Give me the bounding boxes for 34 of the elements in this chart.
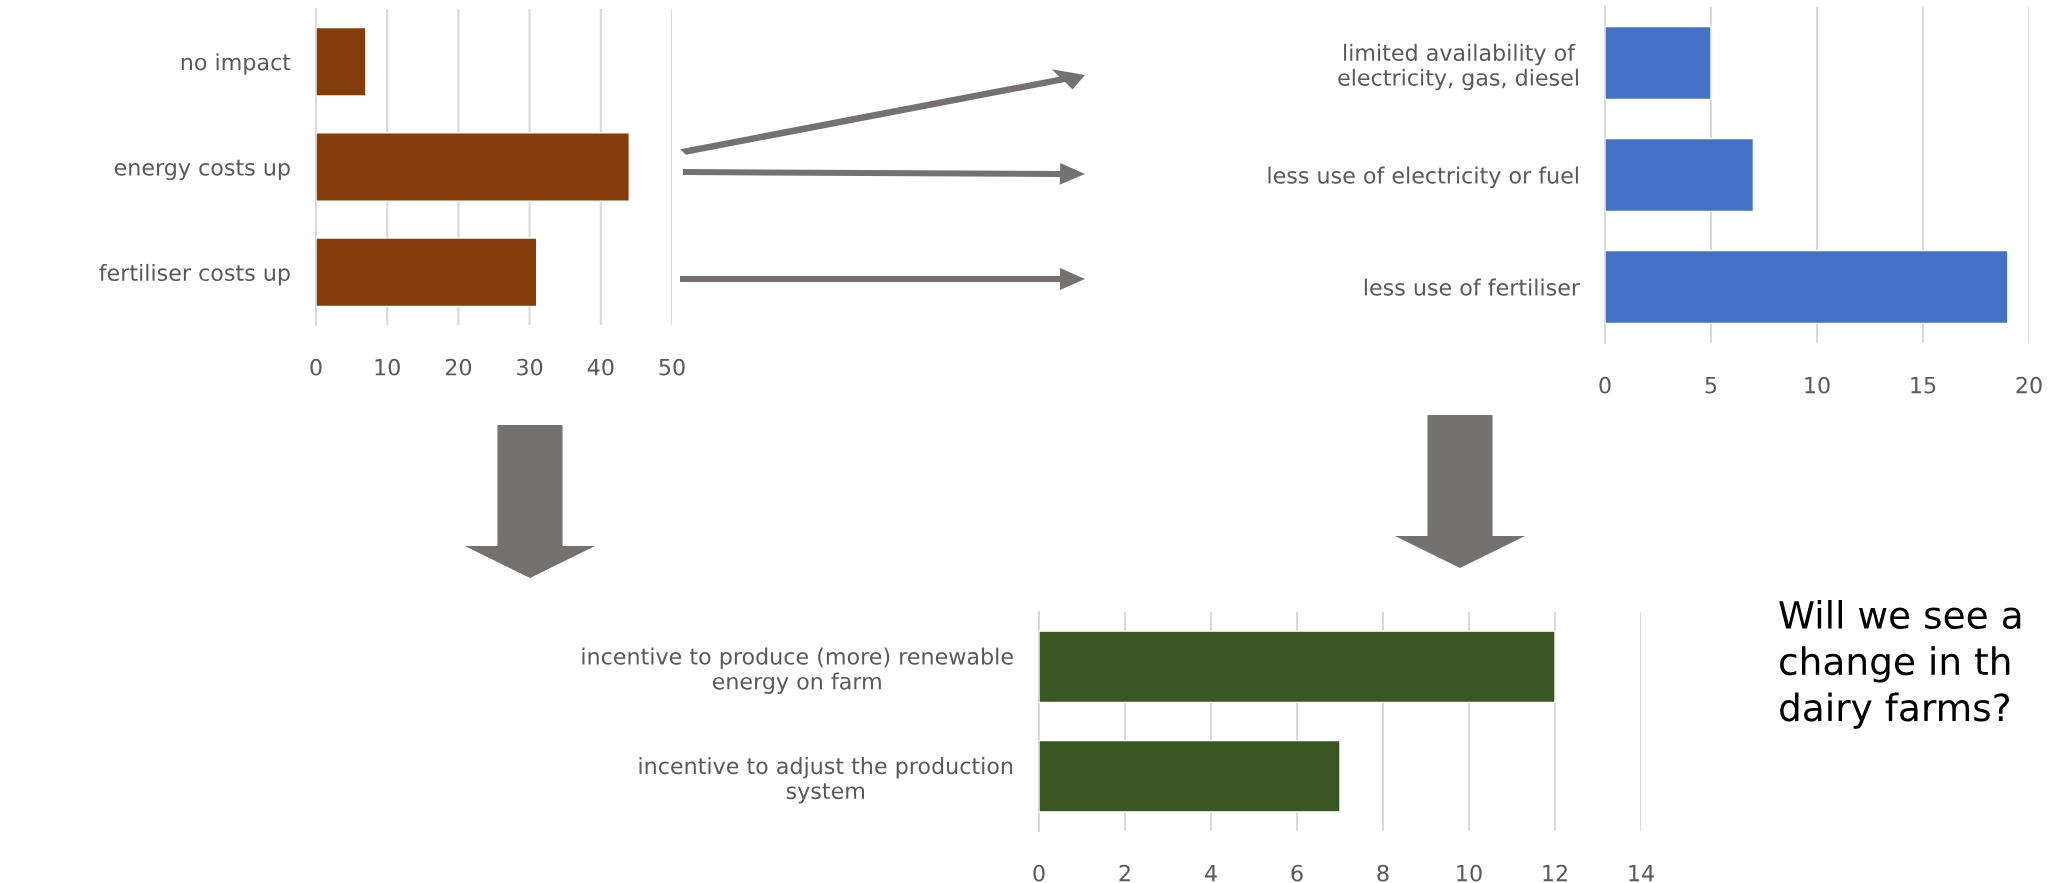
y-tick-label: incentive to adjust the production system (639, 757, 1013, 804)
y-tick-label: limited availability of electricity, gas, diesel (1338, 43, 1578, 91)
bar (316, 132, 630, 202)
x-tick-label: 15 (1911, 377, 1936, 394)
x-tick-label: 30 (517, 358, 543, 376)
y-tick-label: less use of electricity or fuel (1268, 166, 1578, 189)
bar (1605, 249, 2009, 325)
y-tick-label: energy costs up (114, 159, 290, 181)
x-tick-label: 20 (445, 358, 472, 376)
x-tick-label: 40 (587, 358, 614, 376)
x-tick-label: 8 (1377, 864, 1389, 882)
x-tick-label: 10 (1457, 864, 1482, 882)
x-tick-label: 6 (1291, 864, 1303, 882)
x-tick-label: 0 (1033, 864, 1045, 882)
y-tick-label: no impact (181, 53, 291, 75)
x-tick-label: 10 (375, 358, 400, 376)
y-tick-label: less use of fertiliser (1364, 278, 1581, 296)
bar (1605, 137, 1755, 213)
x-tick-label: 14 (1629, 865, 1654, 882)
x-tick-label: 2 (1119, 864, 1130, 882)
x-tick-label: 0 (310, 358, 322, 376)
bar (316, 26, 367, 97)
y-tick-label: fertiliser costs up (99, 263, 290, 286)
x-tick-label: 50 (659, 358, 685, 376)
x-tick-label: 12 (1543, 864, 1567, 882)
x-tick-label: 4 (1205, 865, 1217, 882)
x-tick-label: 10 (1805, 376, 1830, 394)
x-tick-label: 20 (2016, 376, 2042, 394)
x-tick-label: 0 (1599, 376, 1611, 394)
text: Will we see a change in th dairy farms? (1779, 600, 2021, 729)
x-tick-label: 5 (1705, 377, 1717, 394)
y-tick-label: incentive to produce (more) renewable energy on farm (582, 647, 1013, 694)
bar (1605, 25, 1712, 101)
bar (316, 237, 538, 308)
